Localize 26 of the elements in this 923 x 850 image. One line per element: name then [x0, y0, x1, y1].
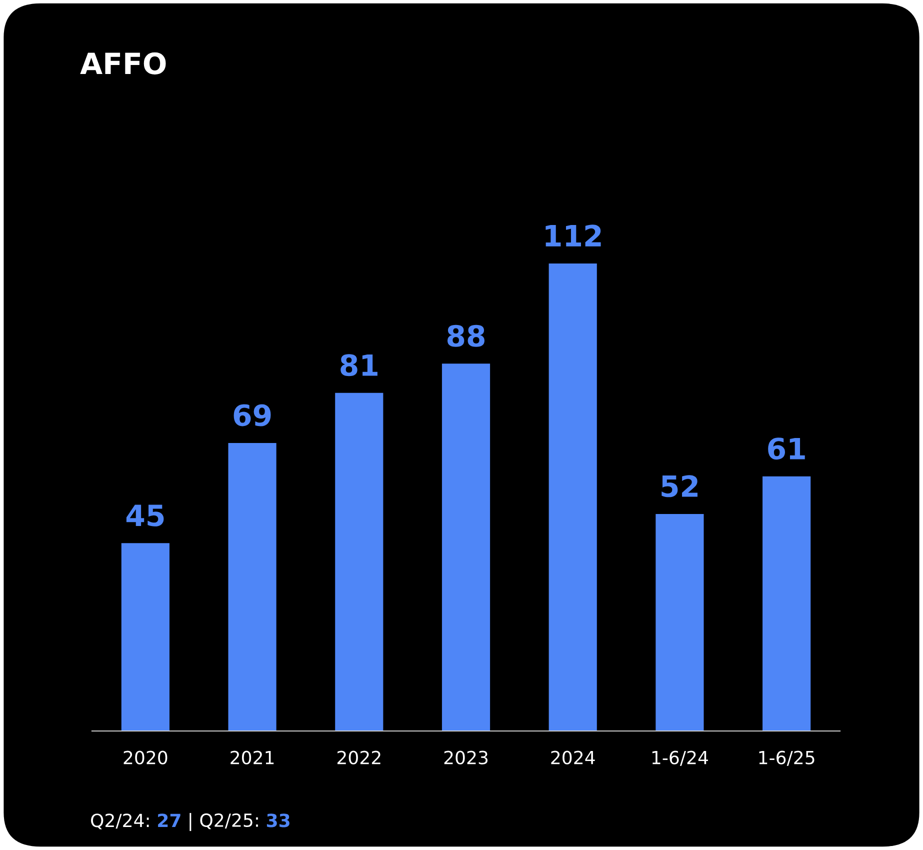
x-tick-label: 2022	[337, 750, 380, 764]
x-tick-label: 1-6/24	[652, 750, 708, 766]
data-label: 52	[662, 475, 698, 498]
data-label: 61	[768, 438, 805, 460]
bar	[442, 364, 490, 731]
text: 27	[158, 814, 180, 827]
bar	[762, 476, 811, 731]
text: Q2/24:	[91, 814, 149, 830]
data-label: 81	[340, 354, 378, 376]
bar	[335, 392, 384, 731]
x-tick-label: 1-6/25	[759, 750, 814, 766]
text: 33	[266, 814, 290, 828]
data-label: 112	[546, 224, 601, 246]
data-label: 45	[126, 504, 164, 526]
bar	[656, 514, 704, 731]
x-tick-label: 2021	[230, 750, 274, 764]
x-tick-label: 2024	[551, 750, 595, 764]
chart-title: AFFO	[80, 52, 166, 74]
data-label: 88	[447, 324, 484, 347]
x-tick-label: 2023	[444, 750, 488, 764]
x-tick-label: 2020	[124, 750, 168, 764]
bar	[228, 442, 276, 731]
bar	[121, 543, 170, 731]
data-label: 69	[234, 404, 271, 426]
text: | Q2/25:	[190, 812, 258, 832]
bar	[548, 264, 597, 731]
